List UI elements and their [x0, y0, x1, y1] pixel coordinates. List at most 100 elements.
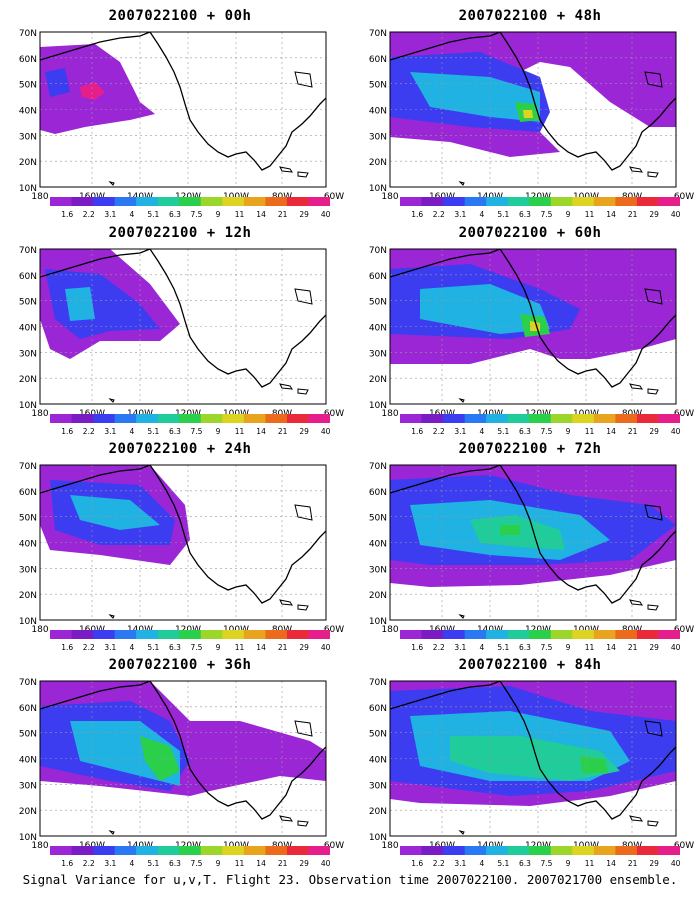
colorbar-label: 1.6 [61, 643, 73, 652]
colorbar-label: 5.1 [497, 210, 509, 219]
lon-tick-label: 80W [272, 625, 292, 633]
colorbar-swatch [550, 630, 573, 639]
lon-tick-label: 180 [31, 841, 48, 849]
lat-tick-label: 10N [369, 401, 387, 411]
lat-tick-label: 50N [369, 81, 387, 91]
lat-tick-label: 30N [19, 349, 37, 359]
lat-tick-label: 70N [19, 29, 37, 39]
lon-tick-label: 120W [175, 841, 201, 849]
map-panel: 2007022100 + 60h 70N 60N 50N 40N 30N 20N 10N 180… [360, 225, 700, 436]
colorbar-swatch [286, 630, 309, 639]
colorbar-swatch [286, 414, 309, 423]
panel-title: 2007022100 + 60h [458, 225, 602, 241]
colorbar-label: 4 [479, 427, 484, 436]
colorbar-swatch [114, 846, 137, 855]
panel-title: 2007022100 + 72h [458, 441, 602, 457]
lat-tick-label: 20N [369, 807, 387, 817]
variance-contour [70, 495, 160, 530]
lon-tick-label: 120W [525, 841, 551, 849]
colorbar-swatch [222, 630, 245, 639]
colorbar-swatch [593, 197, 616, 206]
colorbar-label: 14 [606, 643, 616, 652]
colorbar-swatch [593, 630, 616, 639]
lon-tick-label: 100W [223, 192, 249, 200]
colorbar-label: 6.3 [169, 859, 181, 868]
lon-tick-label: 140W [477, 409, 503, 417]
colorbar-label: 11 [585, 643, 595, 652]
lat-tick-label: 10N [19, 617, 37, 627]
colorbar-label: 40 [321, 210, 330, 219]
colorbar-label: 2.2 [433, 210, 445, 219]
lat-tick-label: 30N [369, 349, 387, 359]
lon-tick-label: 80W [272, 841, 292, 849]
colorbar-swatch [286, 197, 309, 206]
colorbar-swatch [308, 414, 330, 423]
colorbar-swatch [550, 846, 573, 855]
figure-caption: Signal Variance for u,v,T. Flight 23. Ob… [22, 872, 678, 887]
lat-tick-label: 40N [369, 107, 387, 117]
colorbar-label: 9 [216, 859, 221, 868]
colorbar-label: 2.2 [433, 427, 445, 436]
colorbar-label: 14 [256, 427, 266, 436]
colorbar-swatch [443, 846, 466, 855]
colorbar-swatch [265, 630, 288, 639]
colorbar-label: 9 [566, 210, 571, 219]
colorbar-swatch [658, 630, 680, 639]
colorbar-swatch [136, 197, 159, 206]
colorbar-label: 40 [671, 427, 680, 436]
colorbar-swatch [200, 630, 223, 639]
colorbar-swatch [529, 846, 552, 855]
colorbar-swatch [157, 630, 180, 639]
lon-tick-label: 160W [429, 409, 455, 417]
lon-tick-label: 160W [79, 841, 105, 849]
colorbar-swatch [179, 846, 202, 855]
lat-tick-label: 30N [369, 565, 387, 575]
colorbar: 1.6 2.2 3.1 4 5.1 6.3 7.5 9 11 14 21 29 40 [50, 846, 330, 868]
variance-contour [45, 269, 160, 339]
colorbar-label: 40 [671, 643, 680, 652]
colorbar-swatch [443, 630, 466, 639]
colorbar-label: 21 [278, 643, 288, 652]
lat-tick-label: 20N [19, 591, 37, 601]
colorbar-label: 29 [299, 643, 309, 652]
colorbar-label: 7.5 [540, 210, 552, 219]
map-panel: 2007022100 + 48h 70N 60N 50N 40N 30N 20N 10N 180… [360, 8, 700, 219]
colorbar-swatch [71, 414, 94, 423]
colorbar-swatch [93, 414, 116, 423]
colorbar-label: 21 [628, 859, 638, 868]
colorbar-label: 6.3 [519, 859, 531, 868]
colorbar-label: 9 [216, 210, 221, 219]
variance-contour [80, 82, 105, 100]
lon-tick-label: 60W [324, 409, 344, 417]
colorbar-label: 21 [628, 643, 638, 652]
lon-tick-label: 160W [429, 841, 455, 849]
lat-tick-label: 70N [19, 462, 37, 472]
colorbar-label: 29 [649, 859, 659, 868]
colorbar-label: 11 [235, 210, 245, 219]
lon-tick-label: 80W [622, 625, 642, 633]
lat-tick-label: 30N [19, 565, 37, 575]
colorbar-label: 3.1 [104, 643, 116, 652]
colorbar-swatch [400, 197, 423, 206]
colorbar-swatch [50, 197, 73, 206]
colorbar-swatch [529, 197, 552, 206]
colorbar-label: 1.6 [61, 210, 73, 219]
lon-tick-label: 180 [31, 192, 48, 200]
colorbar-swatch [421, 197, 444, 206]
colorbar-swatch [507, 197, 530, 206]
lat-tick-label: 50N [19, 81, 37, 91]
colorbar-swatch [308, 846, 330, 855]
lat-tick-label: 20N [369, 375, 387, 385]
colorbar-label: 7.5 [190, 427, 202, 436]
colorbar-swatch [50, 630, 73, 639]
lat-tick-label: 30N [19, 781, 37, 791]
colorbar-label: 4 [129, 210, 134, 219]
colorbar-label: 14 [606, 427, 616, 436]
lat-tick-label: 10N [369, 184, 387, 194]
colorbar-swatch [243, 414, 266, 423]
variance-contour [420, 284, 550, 334]
lat-tick-label: 10N [369, 833, 387, 843]
